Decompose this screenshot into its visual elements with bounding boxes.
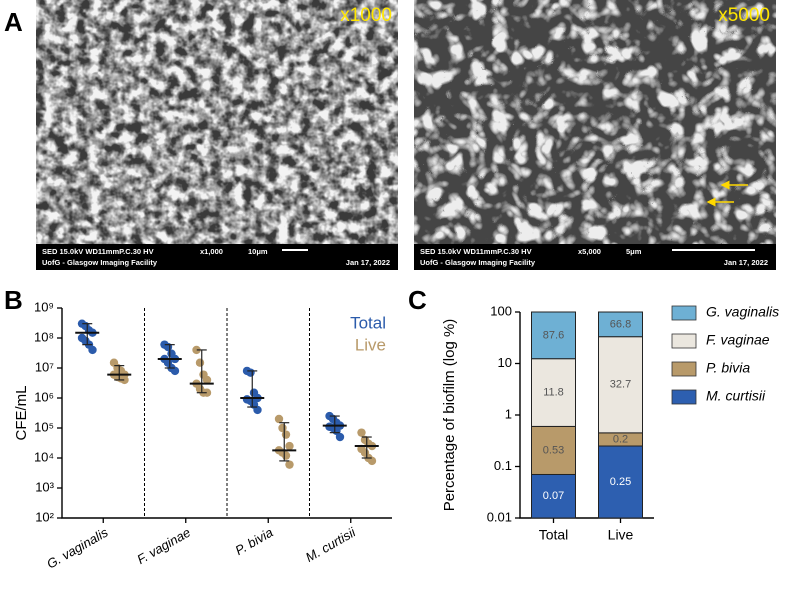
sem-image-2 [414,0,776,270]
x-tick-label: M. curtisii [303,524,359,565]
legend-swatch [671,361,697,377]
y-tick-label: 10³ [35,479,54,494]
point [274,414,284,424]
legend-swatch [671,389,697,405]
axis [61,308,392,519]
point [335,432,345,442]
x-tick-label: F. vaginae [134,525,193,568]
point [202,388,212,397]
y-tick-label: 10⁶ [34,389,54,404]
info-scale: 10μm [248,247,268,256]
bar-segment [531,473,576,519]
value-label: 0.25 [610,476,631,488]
point [195,358,205,367]
y-tick-label: 10⁴ [34,449,54,464]
y-tick-label: 10⁹ [34,299,54,314]
point [202,375,212,385]
value-label: 66.8 [610,318,631,330]
bar-segment [598,336,643,434]
info-facility: UofG - Glasgow Imaging Facility [42,258,158,267]
point [120,375,129,385]
info-date: Jan 17, 2022 [346,258,390,267]
point [285,460,294,469]
info-detector: SED 15.0kV WD11mmP.C.30 HV [420,247,532,256]
y-tick-label: 100 [490,303,512,318]
y-tick-label: 1 [505,406,512,421]
point [88,345,97,355]
point [192,345,201,355]
value-label: 0.2 [613,433,628,445]
legend-entry: P. bivia [706,360,750,376]
value-label: 32.7 [610,379,631,391]
legend-entry: G. vaginalis [706,304,779,320]
value-label: 0.07 [543,490,564,502]
x-tick-label: Live [608,527,634,543]
bar-segment [531,358,576,427]
bar-segment [598,311,643,338]
sem-image-1 [36,0,398,270]
info-facility: UofG - Glasgow Imaging Facility [420,258,536,267]
info-date: Jan 17, 2022 [724,258,768,267]
point [281,430,291,439]
y-axis-label: Percentage of biofilm (log %) [441,319,458,512]
point [281,451,291,460]
point [357,428,366,437]
point [253,405,262,415]
info-mag: x5,000 [578,247,601,256]
magnification: x1000 [340,5,392,26]
info-detector: SED 15.0kV WD11mmP.C.30 HV [42,247,154,256]
bar-segment [598,445,643,519]
y-tick-label: 0.1 [494,458,512,473]
legend-entry: Live [355,335,386,354]
x-tick-label: G. vaginalis [44,524,111,571]
magnification: x5000 [718,5,770,26]
legend-swatch [671,305,697,321]
value-label: 0.53 [543,444,564,456]
y-tick-label: 10 [498,355,512,370]
value-label: 11.8 [543,386,564,398]
legend-entry: Total [350,313,386,332]
y-tick-label: 10⁵ [34,419,54,434]
x-tick-label: Total [539,527,569,543]
legend-entry: M. curtisii [706,388,766,404]
y-tick-label: 10² [35,509,54,524]
point [367,456,377,466]
y-tick-label: 0.01 [487,509,512,524]
point [285,441,294,451]
legend-swatch [671,333,697,349]
point [246,368,255,377]
bar-segment [531,311,576,360]
panel-label: C [408,285,427,315]
panel-label: B [4,285,23,315]
y-axis-label: CFE/mL [13,385,30,440]
info-scale: 5μm [626,247,642,256]
info-mag: x1,000 [200,247,223,256]
point [170,366,180,376]
x-tick-label: P. bivia [232,525,275,558]
panel-label: A [4,7,23,37]
value-label: 87.6 [543,329,564,341]
y-tick-label: 10⁷ [35,359,54,374]
y-tick-label: 10⁸ [34,329,54,344]
legend-entry: F. vaginae [706,332,770,348]
